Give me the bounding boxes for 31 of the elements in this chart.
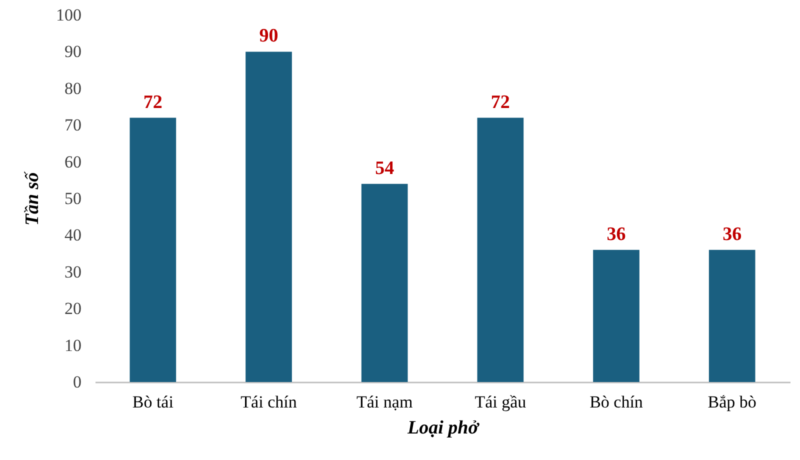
bar xyxy=(708,250,756,382)
x-tick-label: Tái gầu xyxy=(474,392,527,412)
data-label: 72 xyxy=(143,92,162,113)
bar xyxy=(477,118,524,382)
data-label: 36 xyxy=(722,224,742,245)
y-tick-label: 40 xyxy=(64,226,82,245)
data-label: 72 xyxy=(490,92,510,113)
x-tick-label: Tái nạm xyxy=(356,392,413,412)
data-label: 54 xyxy=(375,158,395,179)
y-tick-label: 100 xyxy=(56,6,82,24)
data-label: 36 xyxy=(606,224,626,245)
data-label: 90 xyxy=(259,26,278,47)
y-tick-label: 50 xyxy=(64,189,82,208)
y-tick-label: 60 xyxy=(64,152,82,172)
y-tick-label: 30 xyxy=(64,262,82,282)
x-tick-label: Tái chín xyxy=(240,392,298,412)
bar xyxy=(361,184,408,382)
y-tick-label: 80 xyxy=(64,78,82,98)
y-tick-label: 0 xyxy=(73,372,82,392)
y-tick-label: 70 xyxy=(64,116,82,135)
x-tick-label: Bò chín xyxy=(590,392,644,412)
y-tick-label: 20 xyxy=(64,299,82,318)
bar xyxy=(246,52,292,382)
bar xyxy=(130,118,176,382)
x-tick-label: Bắp bò xyxy=(708,392,756,412)
bar xyxy=(593,250,640,382)
y-tick-label: 90 xyxy=(64,42,82,62)
x-tick-label: Bò tái xyxy=(132,392,174,412)
y-tick-label: 10 xyxy=(64,336,82,355)
x-axis-title: Loại phở xyxy=(406,418,480,438)
y-axis-title: Tần số xyxy=(22,170,43,226)
